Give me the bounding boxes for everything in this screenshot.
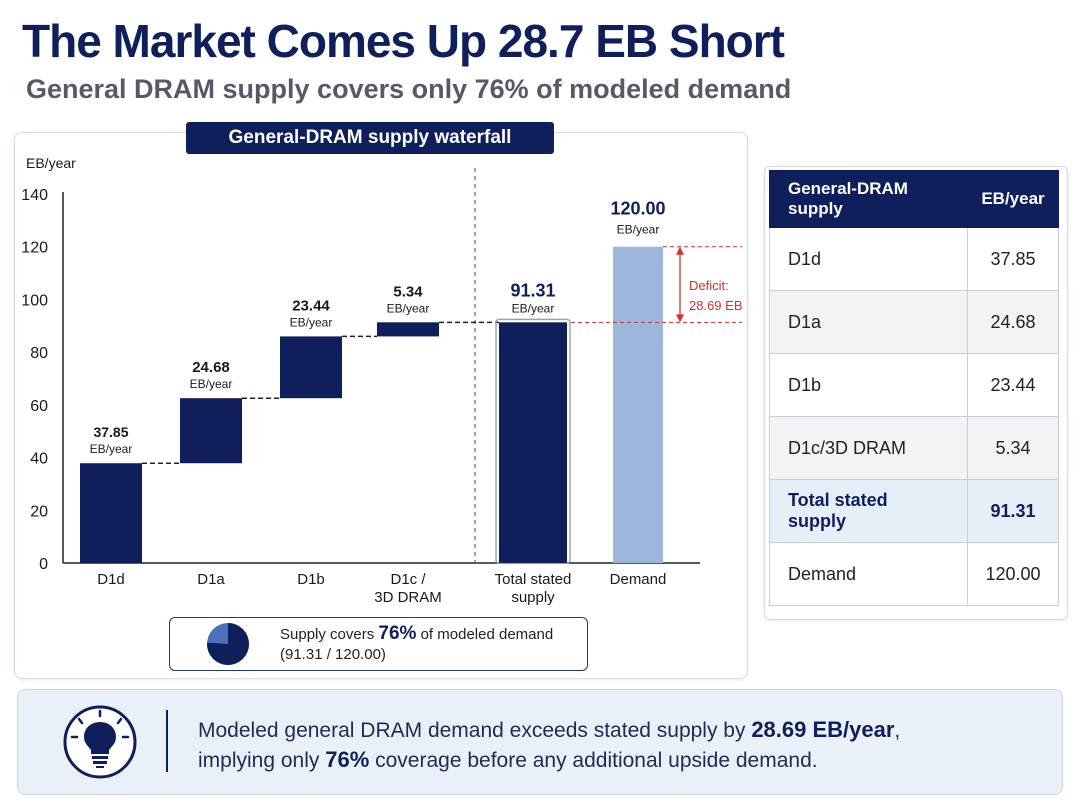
- bar-unit-label: EB/year: [190, 377, 233, 391]
- deficit-label: Deficit:: [689, 278, 729, 293]
- y-tick-label: 140: [21, 187, 48, 204]
- y-tick-label: 100: [21, 292, 48, 309]
- waterfall-bar: [80, 463, 142, 563]
- x-tick-label: supply: [511, 589, 555, 606]
- page-subtitle: General DRAM supply covers only 76% of m…: [26, 74, 792, 104]
- insight-line2-post: coverage before any additional upside de…: [369, 749, 818, 772]
- coverage-prefix: Supply covers: [280, 625, 375, 643]
- total-bar: [499, 322, 567, 563]
- insight-deficit: 28.69 EB/year: [751, 717, 895, 742]
- deficit-arrow-head: [676, 314, 684, 323]
- coverage-suffix: of modeled demand: [420, 625, 554, 643]
- table-row: D1d 37.85: [769, 227, 1059, 291]
- lightbulb-icon: [63, 705, 137, 779]
- demand-unit-label: EB/year: [617, 223, 660, 237]
- x-tick-label: D1b: [297, 571, 325, 588]
- table-cell-value: 23.44: [967, 353, 1059, 417]
- table-cell-value: 37.85: [967, 227, 1059, 291]
- total-value-label: 91.31: [510, 280, 555, 300]
- table-cell-value: 5.34: [967, 416, 1059, 480]
- table-cell-value: 91.31: [967, 479, 1059, 543]
- x-tick-label: D1c /: [390, 571, 426, 588]
- deficit-value-label: 28.69 EB: [689, 298, 743, 313]
- insight-text: Modeled general DRAM demand exceeds stat…: [198, 715, 1038, 775]
- table-cell-value: 120.00: [967, 542, 1059, 606]
- x-tick-label: Total stated: [495, 571, 572, 588]
- table-row: D1c/3D DRAM 5.34: [769, 416, 1059, 480]
- coverage-detail: (91.31 / 120.00): [280, 645, 386, 663]
- insight-line1-post: ,: [894, 719, 901, 742]
- insight-line2-pre: implying only: [198, 749, 326, 772]
- deficit-arrow-head: [676, 246, 684, 255]
- insight-panel: [17, 689, 1063, 795]
- bar-unit-label: EB/year: [387, 301, 430, 315]
- x-tick-label: 3D DRAM: [374, 589, 442, 606]
- table-cell-label: Demand: [769, 542, 968, 606]
- chart-title: General-DRAM supply waterfall: [186, 122, 554, 154]
- total-unit-label: EB/year: [512, 301, 555, 315]
- x-tick-label: Demand: [610, 571, 667, 588]
- y-tick-label: 80: [30, 345, 48, 362]
- table-cell-label: D1c/3D DRAM: [769, 416, 968, 480]
- insight-line1-pre: Modeled general DRAM demand exceeds stat…: [198, 719, 752, 742]
- waterfall-bar: [180, 398, 242, 464]
- insight-coverage: 76%: [325, 747, 370, 772]
- demand-bar: [613, 246, 663, 563]
- coverage-pie-slice: [207, 623, 249, 665]
- bar-value-label: 24.68: [192, 359, 230, 376]
- coverage-percent: 76%: [378, 622, 417, 644]
- table-header-category: General-DRAM supply: [769, 170, 968, 228]
- table-row-total: Total stated supply 91.31: [769, 479, 1059, 543]
- coverage-pie-icon: [207, 623, 249, 665]
- coverage-text: Supply covers 76% of modeled demand (91.…: [280, 622, 554, 665]
- insight-divider: [166, 710, 168, 772]
- y-tick-label: 40: [30, 451, 48, 468]
- table-row: D1a 24.68: [769, 290, 1059, 354]
- coverage-callout: Supply covers 76% of modeled demand (91.…: [169, 617, 588, 671]
- y-tick-label: 60: [30, 398, 48, 415]
- table-cell-label: D1b: [769, 353, 968, 417]
- bar-unit-label: EB/year: [90, 442, 133, 456]
- x-tick-label: D1a: [197, 571, 225, 588]
- table-cell-value: 24.68: [967, 290, 1059, 354]
- bar-value-label: 5.34: [393, 283, 423, 300]
- table-cell-label: D1a: [769, 290, 968, 354]
- table-header-unit: EB/year: [967, 170, 1059, 228]
- table-row: Demand 120.00: [769, 542, 1059, 606]
- x-tick-label: D1d: [97, 571, 125, 588]
- table-header-row: General-DRAM supply EB/year: [769, 170, 1059, 228]
- bar-value-label: 37.85: [93, 424, 128, 440]
- demand-value-label: 120.00: [610, 199, 665, 219]
- supply-table: General-DRAM supply EB/year D1d 37.85 D1…: [769, 170, 1059, 606]
- y-tick-label: 20: [30, 503, 48, 520]
- bar-unit-label: EB/year: [290, 315, 333, 329]
- table-row: D1b 23.44: [769, 353, 1059, 417]
- waterfall-bar: [280, 336, 342, 399]
- bar-value-label: 23.44: [292, 297, 330, 314]
- waterfall-chart: EB/year02040608010012014037.85EB/year24.…: [21, 155, 743, 606]
- y-tick-label: 0: [39, 556, 48, 573]
- y-tick-label: 120: [21, 240, 48, 257]
- table-cell-label: Total stated supply: [769, 479, 968, 543]
- y-axis-label: EB/year: [26, 155, 76, 171]
- waterfall-bar: [377, 322, 439, 337]
- page-title: The Market Comes Up 28.7 EB Short: [22, 15, 785, 67]
- table-cell-label: D1d: [769, 227, 968, 291]
